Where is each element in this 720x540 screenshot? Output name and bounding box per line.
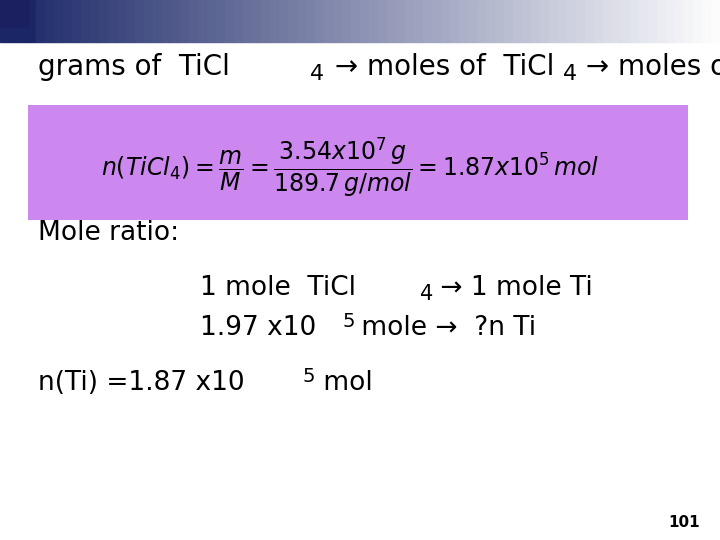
- Bar: [270, 0, 279, 42]
- Bar: [108, 0, 117, 42]
- Text: $\mathit{n}(\mathit{TiCl}_4) = \dfrac{\mathit{m}}{\mathit{M}} = \dfrac{3.54\math: $\mathit{n}(\mathit{TiCl}_4) = \dfrac{\m…: [101, 136, 599, 199]
- Bar: [594, 0, 603, 42]
- Bar: [252, 0, 261, 42]
- Bar: [45, 0, 54, 42]
- Bar: [198, 0, 207, 42]
- Bar: [9, 0, 18, 42]
- Bar: [495, 0, 504, 42]
- Bar: [18, 0, 27, 42]
- Bar: [378, 0, 387, 42]
- Bar: [504, 0, 513, 42]
- Text: n(Ti) =1.87 x10: n(Ti) =1.87 x10: [38, 370, 245, 396]
- Bar: [486, 0, 495, 42]
- Bar: [423, 0, 432, 42]
- Bar: [162, 0, 171, 42]
- Bar: [666, 0, 675, 42]
- Bar: [711, 0, 720, 42]
- Bar: [171, 0, 180, 42]
- Bar: [324, 0, 333, 42]
- Bar: [513, 0, 522, 42]
- Bar: [342, 0, 351, 42]
- Bar: [63, 0, 72, 42]
- Bar: [432, 0, 441, 42]
- Bar: [153, 0, 162, 42]
- Bar: [144, 0, 153, 42]
- Bar: [576, 0, 585, 42]
- Text: 5: 5: [303, 367, 315, 386]
- Text: mole →  ?n Ti: mole → ?n Ti: [353, 315, 536, 341]
- Bar: [360, 0, 369, 42]
- Text: 1.97 x10: 1.97 x10: [200, 315, 316, 341]
- Bar: [189, 0, 198, 42]
- Text: 101: 101: [668, 515, 700, 530]
- Bar: [288, 0, 297, 42]
- Bar: [27, 0, 36, 42]
- Bar: [28, 105, 688, 220]
- Bar: [99, 0, 108, 42]
- Bar: [225, 0, 234, 42]
- Bar: [450, 0, 459, 42]
- Bar: [297, 0, 306, 42]
- Bar: [441, 0, 450, 42]
- Bar: [216, 0, 225, 42]
- Bar: [405, 0, 414, 42]
- Bar: [657, 0, 666, 42]
- Bar: [468, 0, 477, 42]
- Bar: [234, 0, 243, 42]
- Text: 1 mole  TiCl: 1 mole TiCl: [200, 275, 356, 301]
- Bar: [36, 0, 45, 42]
- Bar: [558, 0, 567, 42]
- Bar: [81, 0, 90, 42]
- Bar: [396, 0, 405, 42]
- Bar: [675, 0, 684, 42]
- Bar: [684, 0, 693, 42]
- Bar: [567, 0, 576, 42]
- Bar: [279, 0, 288, 42]
- Bar: [0, 0, 28, 28]
- Bar: [54, 0, 63, 42]
- Bar: [621, 0, 630, 42]
- Text: → moles of  TiCl: → moles of TiCl: [326, 53, 554, 81]
- Bar: [135, 0, 144, 42]
- Bar: [549, 0, 558, 42]
- Bar: [459, 0, 468, 42]
- Text: grams of  TiCl: grams of TiCl: [38, 53, 230, 81]
- Bar: [369, 0, 378, 42]
- Text: mol: mol: [315, 370, 373, 396]
- Bar: [315, 0, 324, 42]
- Bar: [531, 0, 540, 42]
- Bar: [72, 0, 81, 42]
- Bar: [243, 0, 252, 42]
- Bar: [702, 0, 711, 42]
- Bar: [630, 0, 639, 42]
- Bar: [477, 0, 486, 42]
- Bar: [126, 0, 135, 42]
- Bar: [540, 0, 549, 42]
- Text: 4: 4: [420, 284, 433, 304]
- Text: 4: 4: [563, 64, 577, 84]
- Bar: [693, 0, 702, 42]
- Text: 4: 4: [310, 64, 324, 84]
- Bar: [612, 0, 621, 42]
- Bar: [0, 0, 9, 42]
- Bar: [306, 0, 315, 42]
- Bar: [648, 0, 657, 42]
- Bar: [603, 0, 612, 42]
- Bar: [90, 0, 99, 42]
- Bar: [414, 0, 423, 42]
- Bar: [639, 0, 648, 42]
- Text: → 1 mole Ti: → 1 mole Ti: [432, 275, 593, 301]
- Bar: [207, 0, 216, 42]
- Bar: [585, 0, 594, 42]
- Bar: [351, 0, 360, 42]
- Bar: [180, 0, 189, 42]
- Text: Mole ratio:: Mole ratio:: [38, 220, 179, 246]
- Text: → moles of  Ti: → moles of Ti: [577, 53, 720, 81]
- Text: 5: 5: [342, 312, 354, 331]
- Bar: [522, 0, 531, 42]
- Bar: [261, 0, 270, 42]
- Bar: [117, 0, 126, 42]
- Bar: [333, 0, 342, 42]
- Bar: [387, 0, 396, 42]
